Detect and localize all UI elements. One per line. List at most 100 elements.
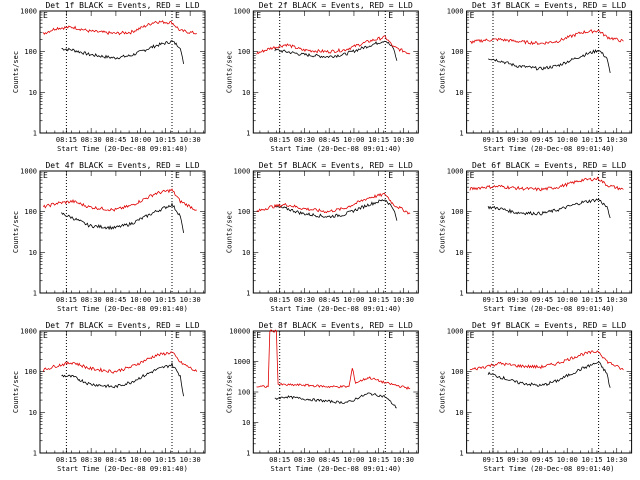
x-tick-label: 09:15	[482, 296, 503, 304]
events-series-line	[61, 40, 184, 64]
panel-title: Det 7f BLACK = Events, RED = LLD	[45, 321, 199, 330]
x-tick-label: 08:45	[319, 296, 340, 304]
plot-frame	[39, 10, 206, 134]
panel-title: Det 5f BLACK = Events, RED = LLD	[259, 161, 413, 170]
lld-series-line	[42, 188, 197, 212]
y-axis-label: Counts/sec	[225, 51, 233, 93]
y-tick-label: 1000	[447, 168, 464, 176]
x-tick-label: 10:00	[130, 296, 151, 304]
x-tick-label: 09:15	[482, 136, 503, 144]
plot-frame	[252, 330, 419, 454]
marker-label: E	[256, 171, 261, 180]
y-tick-label: 100	[451, 368, 464, 376]
plot-frame	[39, 170, 206, 294]
y-axis-label: Counts/sec	[439, 211, 447, 253]
y-tick-label: 10	[242, 419, 250, 427]
panel-6: Det 6f BLACK = Events, RED = LLD 1 10 100 10…	[439, 161, 633, 313]
y-tick-label: 1	[33, 450, 37, 458]
y-tick-label: 100	[24, 368, 37, 376]
x-tick-label: 10:15	[581, 296, 602, 304]
y-tick-label: 1000	[447, 328, 464, 336]
x-tick-label: 08:15	[56, 296, 77, 304]
panel-title: Det 6f BLACK = Events, RED = LLD	[472, 161, 626, 170]
x-tick-label: 09:45	[532, 456, 553, 464]
x-tick-label: 09:30	[507, 136, 528, 144]
y-tick-label: 10	[455, 409, 463, 417]
y-tick-label: 10	[29, 409, 37, 417]
x-tick-label: 09:30	[507, 296, 528, 304]
x-tick-label: 08:30	[81, 136, 102, 144]
events-series-line	[61, 361, 184, 397]
panel-title: Det 3f BLACK = Events, RED = LLD	[472, 1, 626, 10]
x-tick-label: 10:30	[393, 296, 414, 304]
y-axis-label: Counts/sec	[439, 371, 447, 413]
panel-title: Det 8f BLACK = Events, RED = LLD	[259, 321, 413, 330]
y-tick-label: 10	[242, 89, 250, 97]
x-tick-label: 08:15	[56, 136, 77, 144]
x-axis-label: Start Time (20-Dec-08 09:01:40)	[57, 145, 188, 153]
panel-4: Det 4f BLACK = Events, RED = LLD 1 10 100 10…	[12, 161, 206, 313]
x-tick-label: 10:00	[130, 136, 151, 144]
x-axis-label: Start Time (20-Dec-08 09:01:40)	[57, 305, 188, 313]
lld-series-line	[469, 176, 624, 192]
x-tick-label: 10:30	[393, 136, 414, 144]
y-tick-label: 10	[29, 249, 37, 257]
y-tick-label: 100	[238, 389, 251, 397]
x-tick-label: 10:00	[557, 456, 578, 464]
x-tick-label: 08:15	[56, 456, 77, 464]
y-tick-label: 10	[455, 249, 463, 257]
x-tick-label: 10:15	[368, 296, 389, 304]
y-tick-label: 10	[29, 89, 37, 97]
x-tick-label: 10:30	[180, 456, 201, 464]
x-tick-label: 10:30	[606, 136, 627, 144]
marker-label: E	[43, 11, 48, 20]
y-tick-label: 1	[246, 450, 250, 458]
panel-title: Det 4f BLACK = Events, RED = LLD	[45, 161, 199, 170]
x-axis-label: Start Time (20-Dec-08 09:01:40)	[484, 465, 615, 473]
x-tick-label: 08:30	[294, 456, 315, 464]
events-series-line	[274, 392, 397, 409]
x-axis-label: Start Time (20-Dec-08 09:01:40)	[484, 145, 615, 153]
y-tick-label: 1000	[233, 8, 250, 16]
x-tick-label: 08:45	[105, 456, 126, 464]
x-tick-label: 08:45	[105, 136, 126, 144]
x-tick-label: 10:15	[155, 136, 176, 144]
marker-label: E	[175, 331, 180, 340]
y-axis-label: Counts/sec	[12, 211, 20, 253]
y-tick-label: 1000	[20, 168, 37, 176]
panel-9: Det 9f BLACK = Events, RED = LLD 1 10 100 10…	[439, 321, 633, 473]
marker-label: E	[175, 11, 180, 20]
x-axis-label: Start Time (20-Dec-08 09:01:40)	[270, 465, 401, 473]
y-tick-label: 1000	[20, 328, 37, 336]
plot-frame	[466, 170, 633, 294]
panel-1: Det 1f BLACK = Events, RED = LLD 1 10 100 10…	[12, 1, 206, 153]
marker-label: E	[602, 11, 607, 20]
x-tick-label: 10:15	[155, 456, 176, 464]
panel-2: Det 2f BLACK = Events, RED = LLD 1 10 100 10…	[225, 1, 419, 153]
y-tick-label: 1	[246, 130, 250, 138]
marker-label: E	[388, 11, 393, 20]
x-tick-label: 10:00	[557, 296, 578, 304]
y-tick-label: 1	[459, 290, 463, 298]
panel-title: Det 1f BLACK = Events, RED = LLD	[45, 1, 199, 10]
x-tick-label: 10:30	[393, 456, 414, 464]
y-axis-label: Counts/sec	[12, 51, 20, 93]
y-tick-label: 1	[33, 130, 37, 138]
marker-label: E	[43, 331, 48, 340]
plot-frame	[252, 10, 419, 134]
x-axis-label: Start Time (20-Dec-08 09:01:40)	[270, 145, 401, 153]
plot-frame	[466, 330, 633, 454]
x-tick-label: 09:45	[532, 296, 553, 304]
y-tick-label: 100	[451, 208, 464, 216]
lld-series-line	[42, 351, 198, 374]
panel-7: Det 7f BLACK = Events, RED = LLD 1 10 100 10…	[12, 321, 206, 473]
y-axis-label: Counts/sec	[225, 211, 233, 253]
y-tick-label: 100	[238, 48, 251, 56]
y-axis-label: Counts/sec	[225, 371, 233, 413]
y-tick-label: 1000	[447, 8, 464, 16]
lld-series-line	[469, 29, 624, 46]
x-tick-label: 08:15	[269, 296, 290, 304]
panel-title: Det 9f BLACK = Events, RED = LLD	[472, 321, 626, 330]
y-tick-label: 1000	[233, 168, 250, 176]
y-tick-label: 1	[459, 450, 463, 458]
